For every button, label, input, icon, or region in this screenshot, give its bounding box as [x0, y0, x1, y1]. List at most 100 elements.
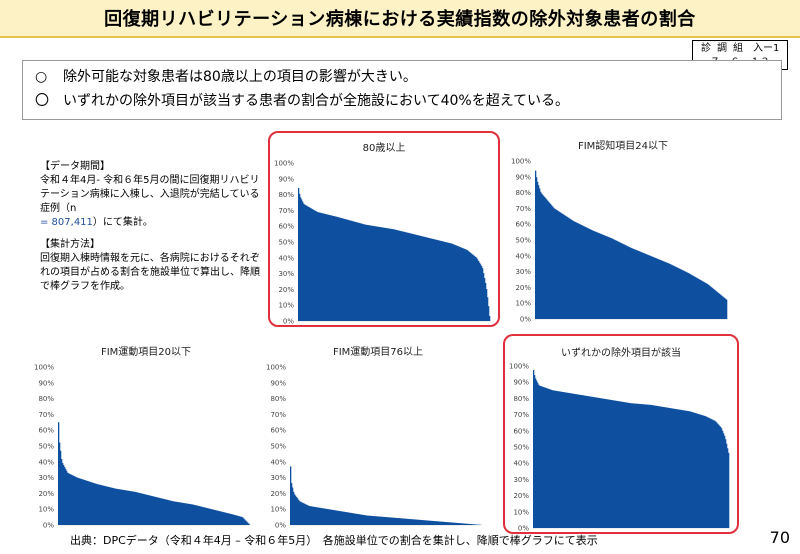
y-tick-label: 30% — [513, 476, 529, 484]
bar — [556, 209, 558, 319]
bar — [180, 502, 182, 525]
bar — [695, 413, 697, 528]
bar — [306, 205, 308, 321]
bar — [647, 404, 649, 528]
bar — [588, 228, 590, 319]
bar — [554, 390, 556, 528]
bar — [91, 482, 93, 525]
bar — [446, 522, 448, 525]
bar — [655, 257, 657, 319]
bar — [559, 211, 561, 319]
bar — [129, 490, 131, 525]
bar — [305, 205, 307, 321]
bar — [291, 483, 293, 525]
bar — [597, 397, 599, 528]
bar — [407, 518, 409, 525]
bar — [633, 248, 635, 319]
bar — [237, 515, 239, 525]
bar — [334, 216, 336, 321]
bar — [602, 234, 604, 319]
bar — [589, 228, 591, 319]
bar — [594, 231, 596, 319]
chart-any-exclusion: いずれかの除外項目が該当 0% 10% 20% 30% 40% 50% 60% 70% 80% 9… — [503, 334, 739, 534]
bar — [150, 495, 152, 525]
bar — [615, 400, 617, 528]
chart-title: FIM認知項目24以下 — [577, 141, 669, 152]
bar — [206, 507, 208, 525]
bar — [656, 405, 658, 528]
bar — [692, 412, 694, 528]
bar — [695, 277, 697, 319]
bar — [540, 191, 542, 319]
chart-plot: 0% 10% 20% 30% 40% 50% 60% 70% 80% 90% 100% — [266, 364, 483, 530]
bar — [212, 509, 214, 525]
bar — [585, 395, 587, 528]
page-number: 70 — [769, 528, 790, 547]
bar — [474, 256, 476, 321]
y-tick-label: 100% — [511, 158, 531, 166]
bar — [360, 223, 362, 321]
bar — [676, 409, 678, 528]
bar — [156, 497, 158, 525]
bar — [98, 484, 100, 525]
bar — [191, 504, 193, 525]
bar — [376, 516, 378, 525]
bar — [448, 522, 450, 525]
bar — [231, 514, 233, 525]
bar — [480, 264, 482, 321]
bar — [167, 499, 169, 525]
bar — [473, 524, 475, 525]
bar — [708, 417, 710, 528]
chart-fim-cognitive: FIM認知項目24以下 0% 10% 20% 30% 40% 50% 60% 70% 80% 90… — [507, 131, 739, 327]
bar — [234, 514, 236, 525]
bar — [115, 488, 117, 525]
bar — [694, 412, 696, 528]
bar — [224, 512, 226, 525]
bar — [449, 243, 451, 321]
bar — [413, 519, 415, 525]
bar — [222, 511, 224, 525]
bar — [660, 260, 662, 319]
bar — [358, 514, 360, 525]
bar — [228, 513, 230, 525]
bar — [364, 224, 366, 321]
y-tick-label: 0% — [520, 316, 531, 324]
bar — [208, 508, 210, 525]
bar — [570, 393, 572, 528]
bar — [402, 231, 404, 321]
bar — [94, 483, 96, 525]
bar — [407, 232, 409, 321]
bar — [322, 508, 324, 525]
bar — [705, 282, 707, 319]
bar — [627, 246, 629, 319]
bar-series — [533, 370, 730, 528]
bar — [440, 521, 442, 525]
bar — [377, 516, 379, 525]
bar — [349, 512, 351, 525]
bar — [469, 251, 471, 321]
bar — [395, 229, 397, 321]
bar — [469, 523, 471, 525]
bar — [450, 522, 452, 525]
bar — [322, 213, 324, 321]
bar — [583, 226, 585, 319]
bar — [317, 507, 319, 525]
bar — [391, 517, 393, 525]
chart-fim-motor-high: FIM運動項目76以上 0% 10% 20% 30% 40% 50% 60% 70% 80% 90… — [262, 337, 494, 533]
bar — [436, 521, 438, 525]
bar — [689, 411, 691, 528]
bar — [562, 213, 564, 319]
bar — [227, 513, 229, 525]
bar — [575, 222, 577, 319]
bar — [340, 217, 342, 321]
bar — [331, 215, 333, 321]
bar — [397, 518, 399, 525]
bar — [630, 247, 632, 319]
bar — [602, 398, 604, 528]
bar — [202, 506, 204, 525]
bar — [198, 505, 200, 525]
bar — [709, 418, 711, 528]
bar — [703, 281, 705, 319]
bar — [596, 232, 598, 319]
bar — [394, 517, 396, 525]
